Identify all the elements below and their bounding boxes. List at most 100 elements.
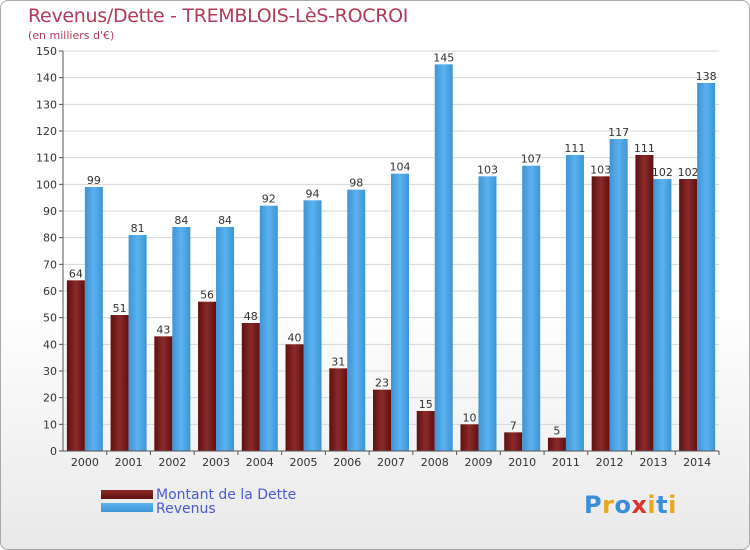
logo-letter: x [631,491,648,519]
y-tick-label: 40 [43,338,57,351]
bar-revenus-label: 111 [564,142,585,155]
legend-label-dette: Montant de la Dette [156,487,297,503]
bar-revenus [259,205,278,451]
bar-dette-label: 102 [678,166,699,179]
bar-dette [416,411,435,451]
bar-dette-label: 31 [331,355,345,368]
bar-revenus-label: 84 [218,214,232,227]
legend-swatches [101,490,153,512]
bar-dette-label: 15 [419,398,433,411]
x-tick-label: 2009 [464,456,492,469]
y-tick-label: 50 [43,312,57,325]
bar-dette [373,389,391,451]
bar-dette [547,437,566,451]
x-tick-label: 2001 [115,456,143,469]
bar-dette-label: 43 [156,323,170,336]
bar-dette-label: 103 [590,163,611,176]
bar-dette-label: 48 [244,310,258,323]
x-tick-label: 2013 [639,456,667,469]
bar-dette-label: 7 [510,419,517,432]
bar-revenus-label: 138 [696,70,717,83]
bar-revenus-label: 99 [87,174,101,187]
y-tick-label: 70 [43,258,57,271]
chart-title: Revenus/Dette - TREMBLOIS-LèS-ROCROI [28,5,409,27]
bar-dette [635,155,654,451]
bar-revenus-label: 107 [521,153,542,166]
logo-letter: i [647,491,657,519]
bars: 64 99 51 81 43 84 56 84 48 92 40 94 31 98 23 104 15 145 10… [66,51,717,452]
y-tick-label: 30 [43,365,57,378]
logo-letter: i [668,491,677,519]
bar-dette-label: 56 [200,289,214,302]
x-tick-label: 2010 [508,456,536,469]
bar-dette-label: 51 [113,302,127,315]
logo-letter: t [656,491,669,519]
bar-revenus [128,235,147,451]
bar-revenus-label: 98 [349,177,363,190]
bar-dette [66,280,85,451]
y-tick-label: 120 [36,125,57,138]
y-tick-label: 0 [50,445,57,458]
x-axis: 2000 2001 2002 2003 2004 2005 2006 2007 2008 2009… [63,450,720,469]
x-tick-label: 2002 [158,456,186,469]
x-tick-label: 2007 [377,456,405,469]
y-tick-label: 60 [43,285,57,298]
bar-dette-label: 10 [462,411,476,424]
bar-dette [504,432,523,451]
bar-revenus-label: 102 [652,166,673,179]
bar-dette [679,179,698,451]
bar-revenus-label: 145 [433,51,454,64]
bar-dette-label: 40 [288,331,302,344]
bar-revenus [391,173,409,451]
bar-dette [285,344,304,451]
logo-letter: o [614,491,632,519]
bar-revenus [434,64,453,452]
bar-dette [154,336,173,451]
bar-revenus [347,189,366,451]
x-tick-label: 2004 [246,456,274,469]
bar-revenus-label: 117 [608,126,629,139]
bar-revenus-label: 84 [174,214,188,227]
bar-revenus-label: 104 [390,161,411,174]
bar-dette-label: 23 [375,377,389,390]
y-tick-label: 130 [36,98,57,111]
y-tick-label: 20 [43,392,57,405]
legend-label-revenus: Revenus [156,501,216,517]
bar-revenus-label: 103 [477,163,498,176]
logo-letter: r [602,491,615,519]
y-tick-label: 150 [36,45,57,58]
y-tick-label: 90 [43,205,57,218]
y-tick-label: 80 [43,232,57,245]
bar-revenus [303,200,322,451]
legend-swatch-revenus [101,503,153,512]
bar-revenus [653,179,672,451]
bar-revenus [478,176,497,452]
chart-subtitle: (en milliers d'€) [28,29,115,42]
legend-swatch-dette [101,490,153,499]
bar-revenus [522,165,541,451]
bar-revenus [697,83,716,451]
bar-dette-label: 111 [634,142,655,155]
x-tick-label: 2005 [290,456,318,469]
x-tick-label: 2006 [333,456,361,469]
x-tick-label: 2003 [202,456,230,469]
logo-letter: P [584,491,603,519]
y-tick-label: 140 [36,72,57,85]
bar-dette-label: 5 [553,425,560,438]
bar-dette [329,368,348,451]
x-tick-label: 2012 [596,456,624,469]
bar-revenus [609,139,628,451]
y-tick-label: 110 [36,152,57,165]
x-tick-label: 2008 [421,456,449,469]
bar-revenus-label: 92 [262,193,276,206]
bar-revenus [172,227,191,451]
y-axis: 0 10 20 30 40 50 60 70 80 90 100 110 120 130 140 150 [36,45,64,458]
bar-dette [460,424,479,451]
proxiti-logo: Proxiti [584,491,677,519]
bar-dette [110,315,129,451]
bar-dette-label: 64 [69,267,83,280]
y-tick-label: 10 [43,418,57,431]
bar-revenus-label: 81 [131,222,145,235]
